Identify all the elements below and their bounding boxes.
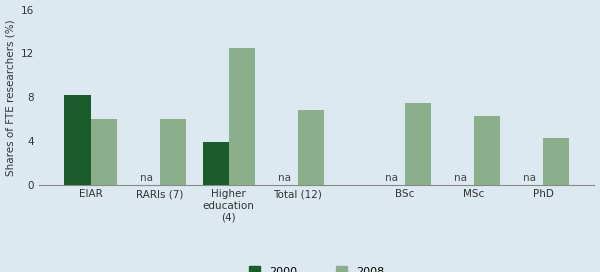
Text: na: na (385, 173, 398, 183)
Bar (91, 119, 117, 185)
Bar (229, 48, 255, 185)
Bar (405, 103, 431, 185)
Text: na: na (140, 173, 153, 183)
Bar (543, 138, 569, 185)
Text: na: na (454, 173, 467, 183)
Text: na: na (523, 173, 536, 183)
Bar (64, 95, 91, 185)
Bar (298, 110, 324, 185)
Text: na: na (278, 173, 291, 183)
Bar (203, 142, 229, 185)
Bar (474, 116, 500, 185)
Legend: 2000, 2008: 2000, 2008 (245, 262, 389, 272)
Y-axis label: Shares of FTE researchers (%): Shares of FTE researchers (%) (5, 19, 16, 175)
Bar (160, 119, 186, 185)
